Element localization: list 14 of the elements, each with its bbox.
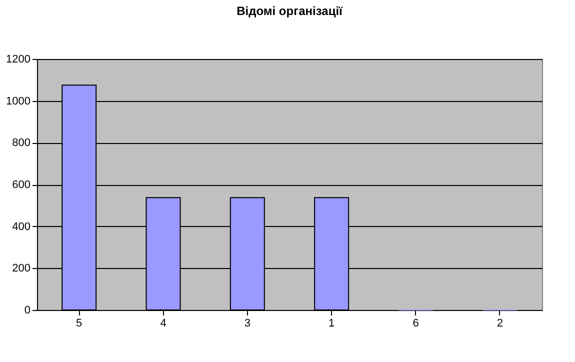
y-tick-label: 400 [12,220,30,233]
y-tick-label: 1000 [6,95,30,108]
x-tick-label: 4 [160,318,166,330]
x-tick-label: 5 [76,318,82,330]
y-tick-label: 0 [24,304,30,316]
y-tick-label: 800 [12,137,30,150]
y-tick-label: 1200 [6,54,30,66]
x-tick-label: 1 [328,318,335,330]
chart-title: Відомі організації [236,4,344,18]
x-tick-label: 2 [496,318,503,330]
x-tick-label: 3 [244,318,250,330]
x-tick-label: 6 [412,318,419,330]
y-tick-label: 200 [12,262,30,275]
y-tick-label: 600 [12,179,30,191]
